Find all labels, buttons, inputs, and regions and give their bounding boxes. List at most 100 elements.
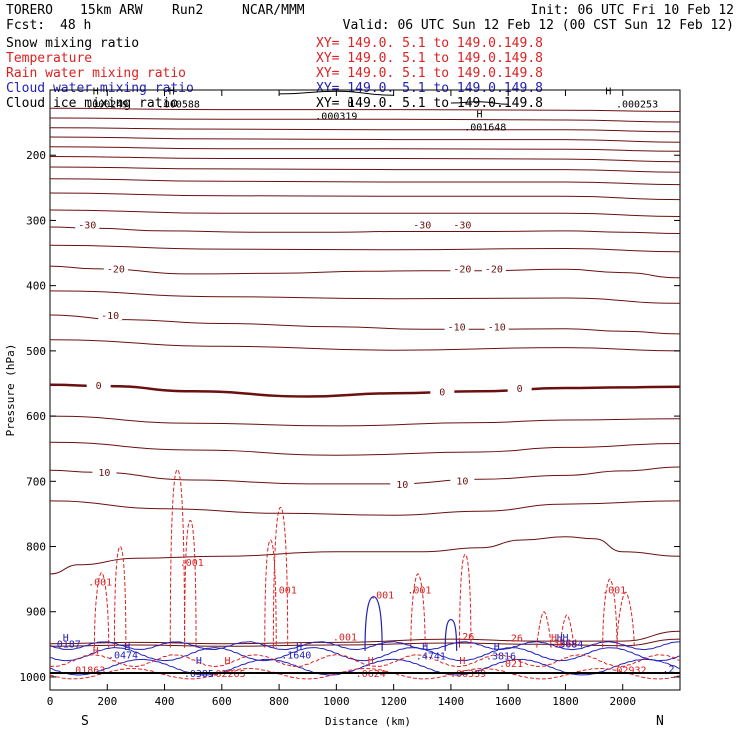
rain-label-10: .06339 bbox=[450, 669, 486, 680]
high-marker-1: H bbox=[169, 87, 175, 98]
cloud-label-3: .1640 bbox=[281, 651, 311, 662]
isotherm-label-bg-5 bbox=[481, 262, 506, 274]
axes-group: 0 200 400 600 800 1000 1200 1400 1600 1800 2000200… bbox=[20, 90, 680, 708]
temperature-line-7 bbox=[49, 178, 681, 186]
high-marker-14: H bbox=[225, 656, 231, 667]
isotherm-3 bbox=[49, 383, 681, 398]
high-marker-8: H bbox=[296, 642, 302, 653]
isotherm-label-bg-2 bbox=[450, 218, 475, 230]
rain-label-2: .001 bbox=[273, 585, 297, 596]
rain-plume-7 bbox=[459, 553, 472, 648]
isotherm-label-6: -10 bbox=[101, 311, 119, 322]
isotherm-label-14: 10 bbox=[456, 477, 468, 488]
high-marker-11: H bbox=[557, 633, 563, 644]
isotherm-label-1: -30 bbox=[413, 220, 431, 231]
isotherm-label-bg-12 bbox=[92, 466, 117, 478]
x-tick-label-1: 200 bbox=[97, 695, 117, 708]
cloud-layer-2 bbox=[49, 658, 681, 676]
isotherm-label-bg-9 bbox=[86, 378, 111, 390]
legend-snow: Snow mixing ratio bbox=[6, 36, 139, 51]
x-tick-label-9: 1800 bbox=[552, 695, 579, 708]
cloud-label-6: .2 bbox=[663, 664, 675, 675]
rain-label-7: .01863 bbox=[69, 666, 105, 677]
x-axis-title: Distance (km) bbox=[325, 715, 411, 728]
rain-label-0: .001 bbox=[88, 578, 112, 589]
isotherm-label-5: -20 bbox=[485, 265, 503, 276]
legend-rain: Rain water mixing ratio bbox=[6, 66, 186, 81]
rain-label-4: .001 bbox=[407, 585, 431, 596]
cloud-label-1: .0474 bbox=[108, 651, 138, 662]
rain-plume-9 bbox=[559, 614, 575, 648]
snow-label-0: .000249 bbox=[86, 100, 128, 111]
x-tick-label-4: 800 bbox=[269, 695, 289, 708]
cloud-label-4: .4741 bbox=[416, 651, 446, 662]
isotherm-label-bg-3 bbox=[103, 262, 128, 274]
cloud-layer-0 bbox=[49, 641, 681, 651]
x-tick-label-8: 1600 bbox=[495, 695, 522, 708]
direction-north: N bbox=[656, 714, 664, 729]
rain-label-6: .001 bbox=[333, 632, 357, 643]
temperature-line-11 bbox=[49, 290, 681, 304]
rain-plume-4 bbox=[264, 539, 277, 648]
temperature-line-3 bbox=[49, 136, 681, 143]
rain-label-1: .001 bbox=[180, 558, 204, 569]
cloud-plume-1 bbox=[444, 618, 458, 651]
isotherm-label-bg-11 bbox=[507, 382, 532, 394]
y-tick-label-6: 800 bbox=[26, 541, 46, 554]
high-marker-10: H bbox=[494, 642, 500, 653]
rain-label-11: .02932 bbox=[610, 666, 646, 677]
y-tick-label-3: 500 bbox=[26, 345, 46, 358]
header-org: NCAR/MMM bbox=[242, 3, 305, 18]
isotherm-label-7: -10 bbox=[448, 323, 466, 334]
header-fcst-label: Fcst: bbox=[6, 18, 45, 33]
isotherm-label-bg-0 bbox=[75, 218, 100, 230]
snow-label-4: .000253 bbox=[616, 100, 658, 111]
high-marker-0: H bbox=[93, 87, 99, 98]
rain-label-14: .3684 bbox=[548, 638, 578, 649]
isotherm-label-bg-10 bbox=[430, 385, 455, 397]
temperature-line-8 bbox=[49, 192, 681, 201]
header-model: TORERO bbox=[6, 3, 53, 18]
header-init: Init: 06 UTC Fri 10 Feb 12 bbox=[531, 3, 735, 18]
cloud-label-7: .3684 bbox=[553, 640, 583, 651]
rain-plume-6 bbox=[410, 573, 426, 648]
cloud-label-0: .0187 bbox=[51, 640, 81, 651]
high-marker-16: H bbox=[459, 656, 465, 667]
temperature-line-13 bbox=[49, 415, 681, 427]
temperature-line-1 bbox=[49, 117, 681, 123]
high-marker-17: H bbox=[551, 633, 557, 644]
x-tick-label-5: 1000 bbox=[323, 695, 350, 708]
temperature-line-14 bbox=[49, 441, 681, 456]
header-resolution: 15km ARW bbox=[80, 3, 143, 18]
y-tick-label-4: 600 bbox=[26, 410, 46, 423]
rain-label-3: .001 bbox=[370, 591, 394, 602]
legend-cloud-ice: Cloud ice mixing ratio bbox=[6, 96, 178, 111]
isotherm-4 bbox=[49, 466, 681, 485]
legend-temperature-xy: XY= 149.0. 5.1 to 149.0.149.8 bbox=[316, 51, 543, 66]
rain-label-12: .26 bbox=[456, 632, 474, 643]
high-marker-2: H bbox=[348, 98, 354, 109]
isotherm-label-0: -30 bbox=[78, 220, 96, 231]
y-tick-label-7: 900 bbox=[26, 606, 46, 619]
cloud-label-2: .0385 bbox=[184, 669, 214, 680]
rain-label-8: .02265 bbox=[209, 669, 245, 680]
rain-plume-5 bbox=[272, 506, 289, 648]
rain-plume-8 bbox=[536, 611, 552, 648]
legend-snow-xy: XY= 149.0. 5.1 to 149.0.149.8 bbox=[316, 36, 543, 51]
isotherm-label-bg-4 bbox=[450, 262, 475, 274]
legend-temperature: Temperature bbox=[6, 51, 92, 66]
snow-contour-1 bbox=[450, 101, 509, 105]
y-tick-label-8: 1000 bbox=[20, 671, 47, 684]
isotherm-label-10: 0 bbox=[439, 387, 445, 398]
legend-rain-xy: XY= 149.0. 5.1 to 149.0.149.8 bbox=[316, 66, 543, 81]
isotherm-label-bg-14 bbox=[450, 474, 475, 486]
isotherm-label-bg-8 bbox=[484, 320, 509, 332]
temperature-line-6 bbox=[49, 166, 681, 173]
high-marker-15: H bbox=[368, 656, 374, 667]
high-marker-5: H bbox=[63, 633, 69, 644]
header-fcst-value: 48 h bbox=[60, 18, 91, 33]
y-tick-label-1: 300 bbox=[26, 214, 46, 227]
temperature-line-0 bbox=[49, 107, 681, 112]
temperature-line-4 bbox=[49, 146, 681, 152]
